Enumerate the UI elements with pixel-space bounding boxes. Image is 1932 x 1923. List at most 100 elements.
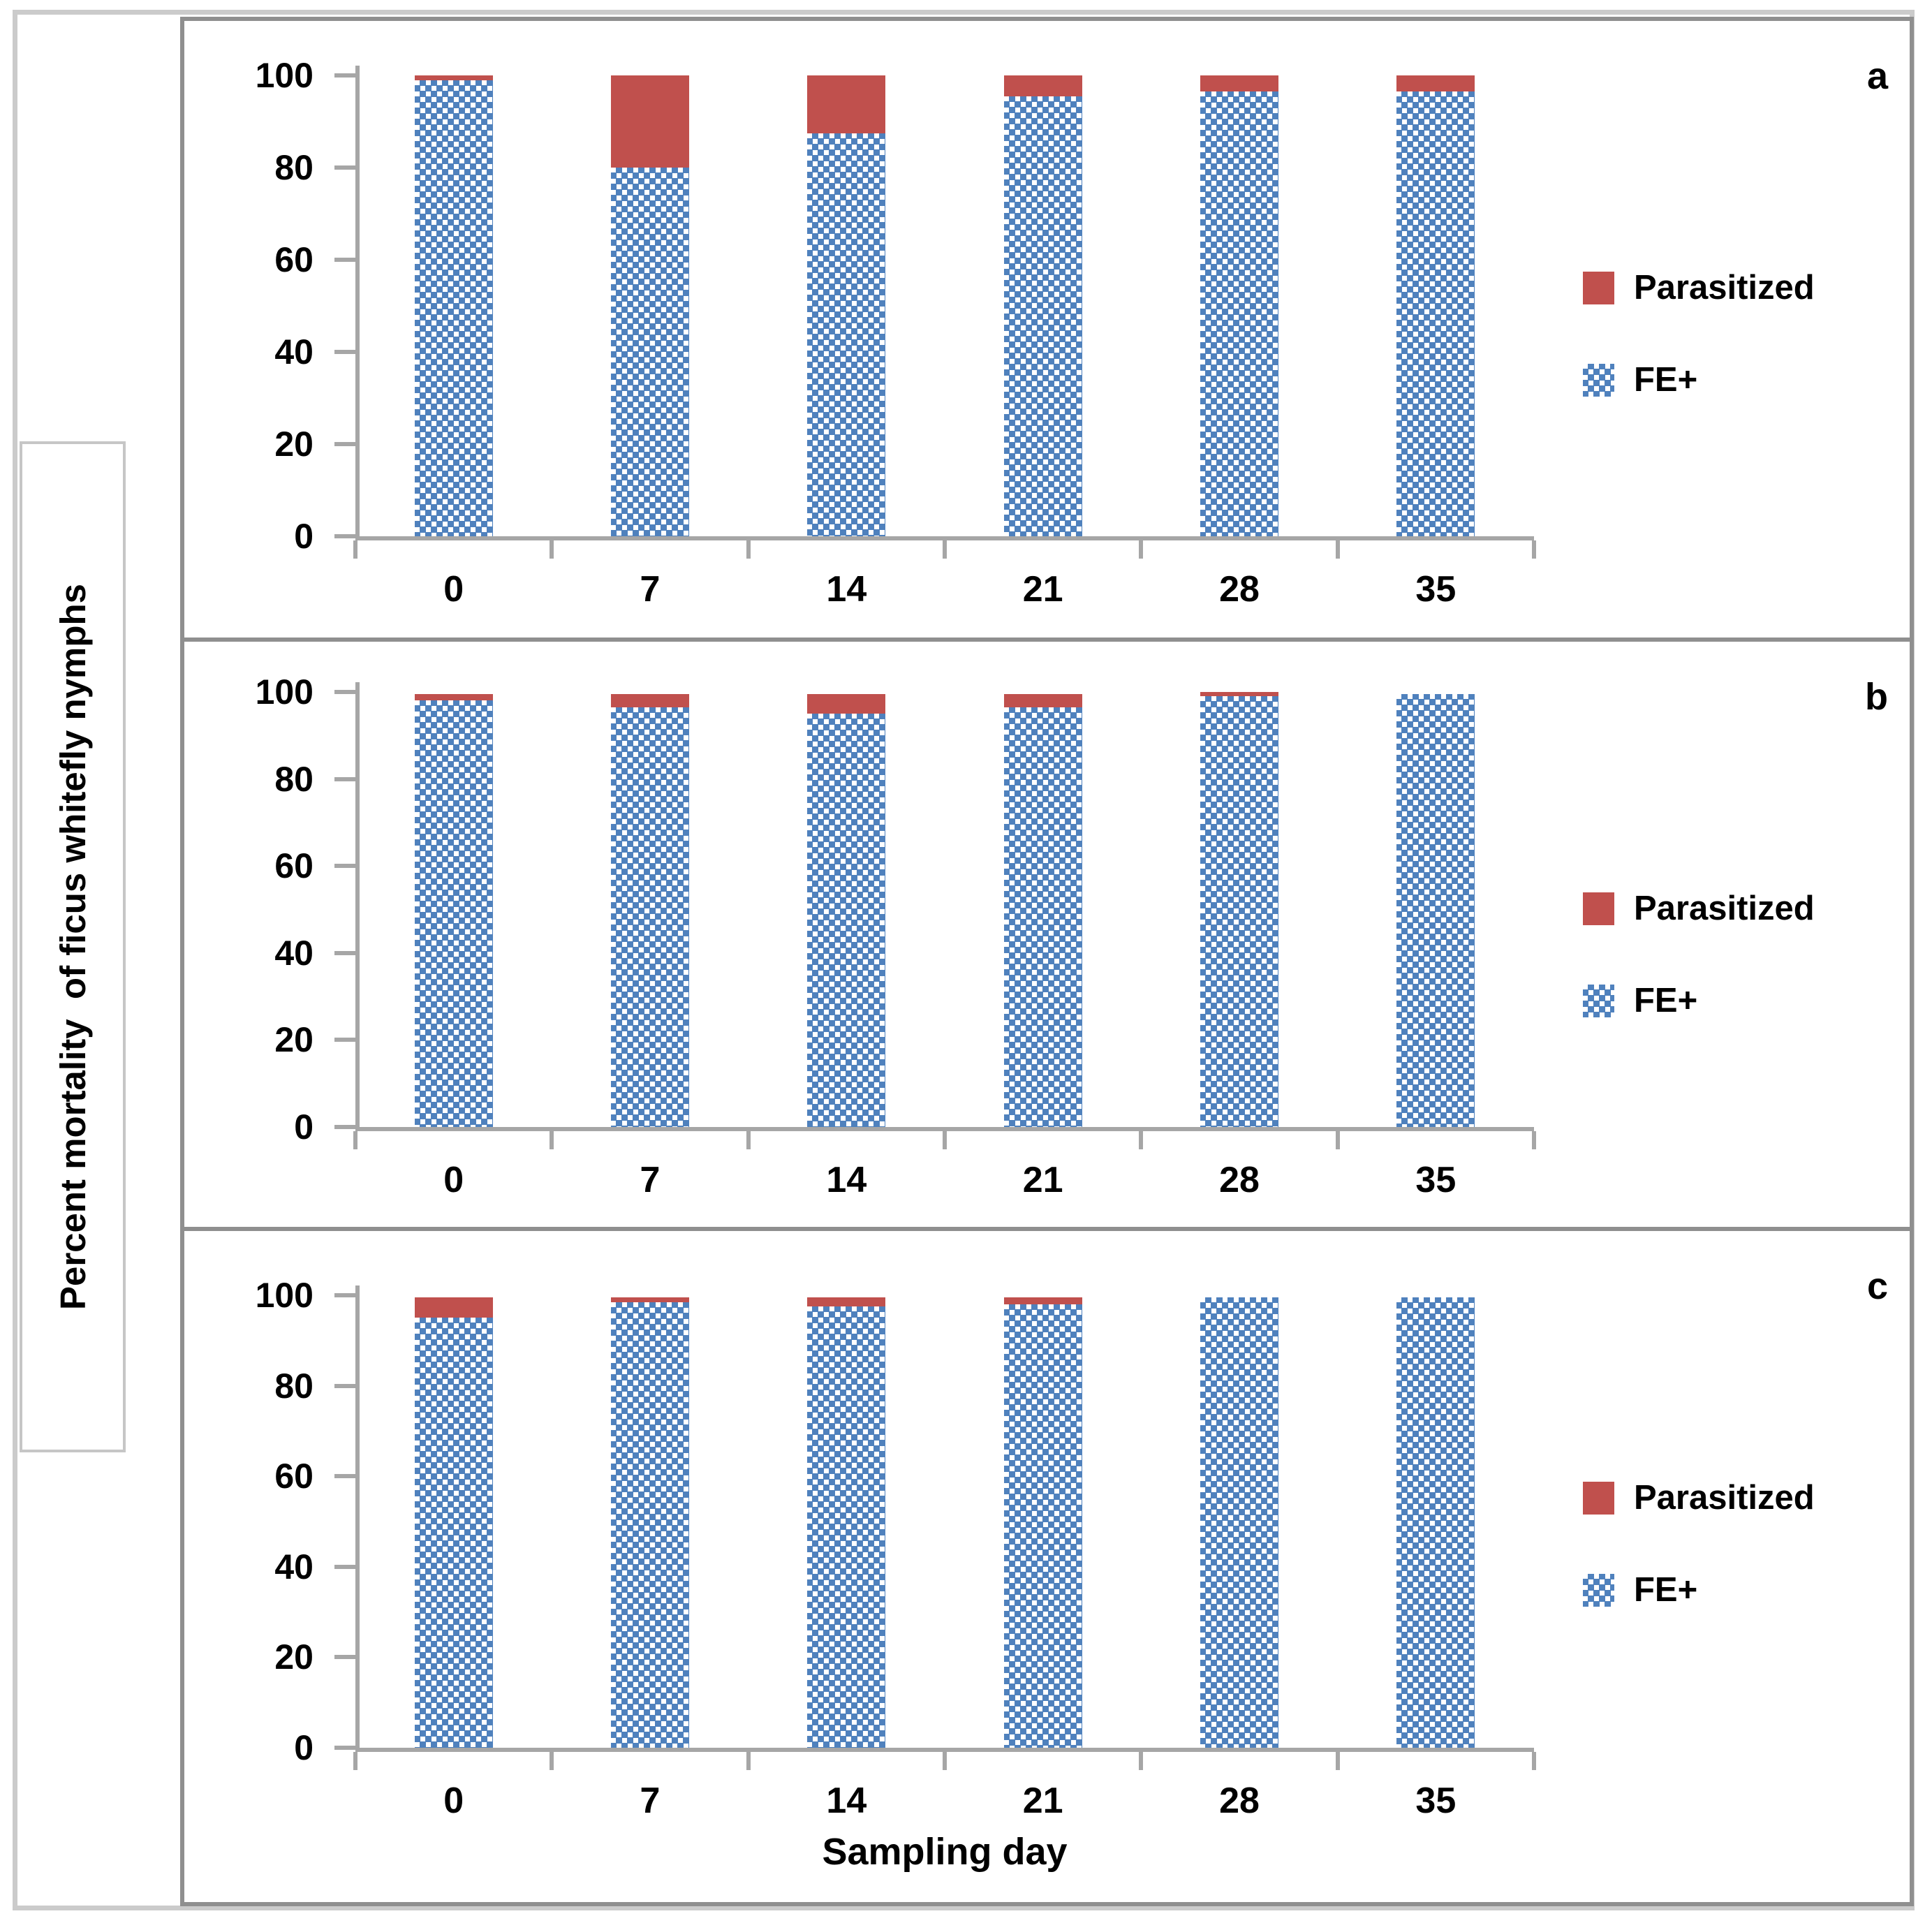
bar-parasitized-segment bbox=[414, 75, 493, 80]
bar-parasitized-segment bbox=[807, 1297, 886, 1307]
bar-parasitized-segment bbox=[414, 694, 493, 701]
fe-pattern-swatch-icon bbox=[1583, 1573, 1614, 1607]
y-tick-mark bbox=[334, 1564, 355, 1569]
bar-parasitized-segment bbox=[1003, 75, 1082, 96]
bar-fe-segment bbox=[611, 707, 689, 1127]
bar-parasitized-segment bbox=[1396, 75, 1475, 92]
legend-label-fe: FE+ bbox=[1634, 982, 1698, 1019]
y-tick-label: 60 bbox=[274, 240, 314, 279]
y-tick-label: 40 bbox=[274, 1547, 314, 1586]
parasitized-swatch-icon bbox=[1583, 892, 1614, 925]
bar-fe-segment bbox=[1003, 1304, 1082, 1748]
y-tick-label: 0 bbox=[294, 1728, 314, 1767]
bar-fe-segment bbox=[1200, 91, 1278, 536]
panel-a: a Parasitized FE+ 0 20 40 60 80 100 0 7 14 21 28 35 bbox=[184, 21, 1910, 638]
legend-label-parasitized: Parasitized bbox=[1634, 1479, 1815, 1517]
legend-label-parasitized: Parasitized bbox=[1634, 890, 1815, 927]
panel-c: c Parasitized FE+ Sampling day 0 20 40 60 80… bbox=[184, 1227, 1910, 1902]
x-tick-mark bbox=[1532, 1752, 1536, 1770]
bar-parasitized-segment bbox=[807, 75, 886, 133]
y-tick-label: 80 bbox=[274, 1366, 314, 1406]
bar-parasitized-segment bbox=[1200, 75, 1278, 92]
y-tick-mark bbox=[334, 1746, 355, 1750]
y-tick-mark bbox=[334, 1474, 355, 1479]
y-tick-mark bbox=[334, 1655, 355, 1660]
x-category-label: 28 bbox=[1219, 1781, 1260, 1821]
fe-pattern-swatch-icon bbox=[1583, 363, 1614, 397]
y-tick-mark bbox=[334, 534, 355, 538]
y-axis-title-box: Percent mortality of ficus whitefly nymp… bbox=[20, 441, 126, 1452]
x-axis-line bbox=[355, 536, 1534, 540]
x-tick-mark bbox=[1335, 540, 1340, 559]
y-axis-line bbox=[355, 682, 360, 1131]
x-category-label: 21 bbox=[1022, 1781, 1063, 1821]
x-tick-mark bbox=[1139, 540, 1144, 559]
y-tick-label: 80 bbox=[274, 759, 314, 799]
x-tick-mark bbox=[550, 1752, 554, 1770]
x-axis-line bbox=[355, 1748, 1534, 1752]
y-tick-mark bbox=[334, 258, 355, 262]
parasitized-swatch-icon bbox=[1583, 1481, 1614, 1515]
x-category-label: 7 bbox=[640, 1781, 661, 1821]
y-tick-label: 0 bbox=[294, 517, 314, 556]
y-tick-mark bbox=[334, 1293, 355, 1297]
x-category-label: 35 bbox=[1415, 569, 1457, 610]
x-category-label: 7 bbox=[640, 569, 661, 610]
y-tick-mark bbox=[334, 776, 355, 781]
bar-fe-segment bbox=[1396, 1297, 1475, 1748]
y-tick-label: 40 bbox=[274, 332, 314, 371]
x-category-label: 21 bbox=[1022, 1160, 1063, 1200]
bar-parasitized-segment bbox=[1003, 1297, 1082, 1304]
bar-parasitized-segment bbox=[611, 75, 689, 168]
bar-parasitized-segment bbox=[807, 694, 886, 714]
y-tick-mark bbox=[334, 950, 355, 955]
x-axis-line bbox=[355, 1127, 1534, 1131]
x-tick-mark bbox=[943, 1752, 947, 1770]
x-tick-mark bbox=[1335, 1131, 1340, 1149]
x-tick-mark bbox=[1532, 540, 1536, 559]
legend-item-fe: FE+ bbox=[1583, 361, 1698, 399]
panel-label-a: a bbox=[1866, 55, 1888, 97]
legend-label-parasitized: Parasitized bbox=[1634, 269, 1815, 307]
y-tick-mark bbox=[334, 1383, 355, 1388]
bar-fe-segment bbox=[611, 168, 689, 536]
y-tick-label: 20 bbox=[274, 425, 314, 464]
y-tick-label: 40 bbox=[274, 933, 314, 973]
x-tick-mark bbox=[943, 540, 947, 559]
y-axis-line bbox=[355, 1285, 360, 1752]
x-category-label: 0 bbox=[443, 1781, 464, 1821]
y-tick-label: 100 bbox=[255, 56, 314, 95]
y-tick-mark bbox=[334, 73, 355, 78]
fe-pattern-swatch-icon bbox=[1583, 984, 1614, 1017]
legend-item-fe: FE+ bbox=[1583, 1571, 1697, 1609]
y-tick-label: 0 bbox=[294, 1107, 314, 1147]
bar-fe-segment bbox=[807, 714, 886, 1127]
legend-item-parasitized: Parasitized bbox=[1583, 1479, 1815, 1517]
bar-fe-segment bbox=[1003, 96, 1082, 536]
y-axis-title: Percent mortality of ficus whitefly nymp… bbox=[52, 583, 93, 1311]
y-tick-label: 80 bbox=[274, 148, 314, 187]
y-tick-label: 60 bbox=[274, 1457, 314, 1496]
y-tick-label: 20 bbox=[274, 1637, 314, 1677]
x-tick-mark bbox=[746, 1752, 751, 1770]
y-tick-label: 20 bbox=[274, 1020, 314, 1060]
legend-label-fe: FE+ bbox=[1634, 361, 1698, 399]
x-category-label: 14 bbox=[826, 1160, 867, 1200]
bar-fe-segment bbox=[414, 700, 493, 1127]
bar-parasitized-segment bbox=[1003, 694, 1082, 707]
y-tick-label: 100 bbox=[255, 672, 314, 712]
y-tick-mark bbox=[334, 350, 355, 354]
bar-fe-segment bbox=[1003, 707, 1082, 1127]
x-category-label: 28 bbox=[1219, 569, 1260, 610]
x-category-label: 7 bbox=[640, 1160, 661, 1200]
bar-fe-segment bbox=[1200, 696, 1278, 1127]
bar-parasitized-segment bbox=[611, 694, 689, 707]
x-tick-mark bbox=[746, 540, 751, 559]
x-category-label: 21 bbox=[1022, 569, 1063, 610]
x-tick-mark bbox=[550, 1131, 554, 1149]
y-tick-label: 60 bbox=[274, 846, 314, 886]
y-tick-mark bbox=[334, 864, 355, 869]
x-category-label: 0 bbox=[443, 1160, 464, 1200]
x-tick-mark bbox=[1139, 1131, 1144, 1149]
